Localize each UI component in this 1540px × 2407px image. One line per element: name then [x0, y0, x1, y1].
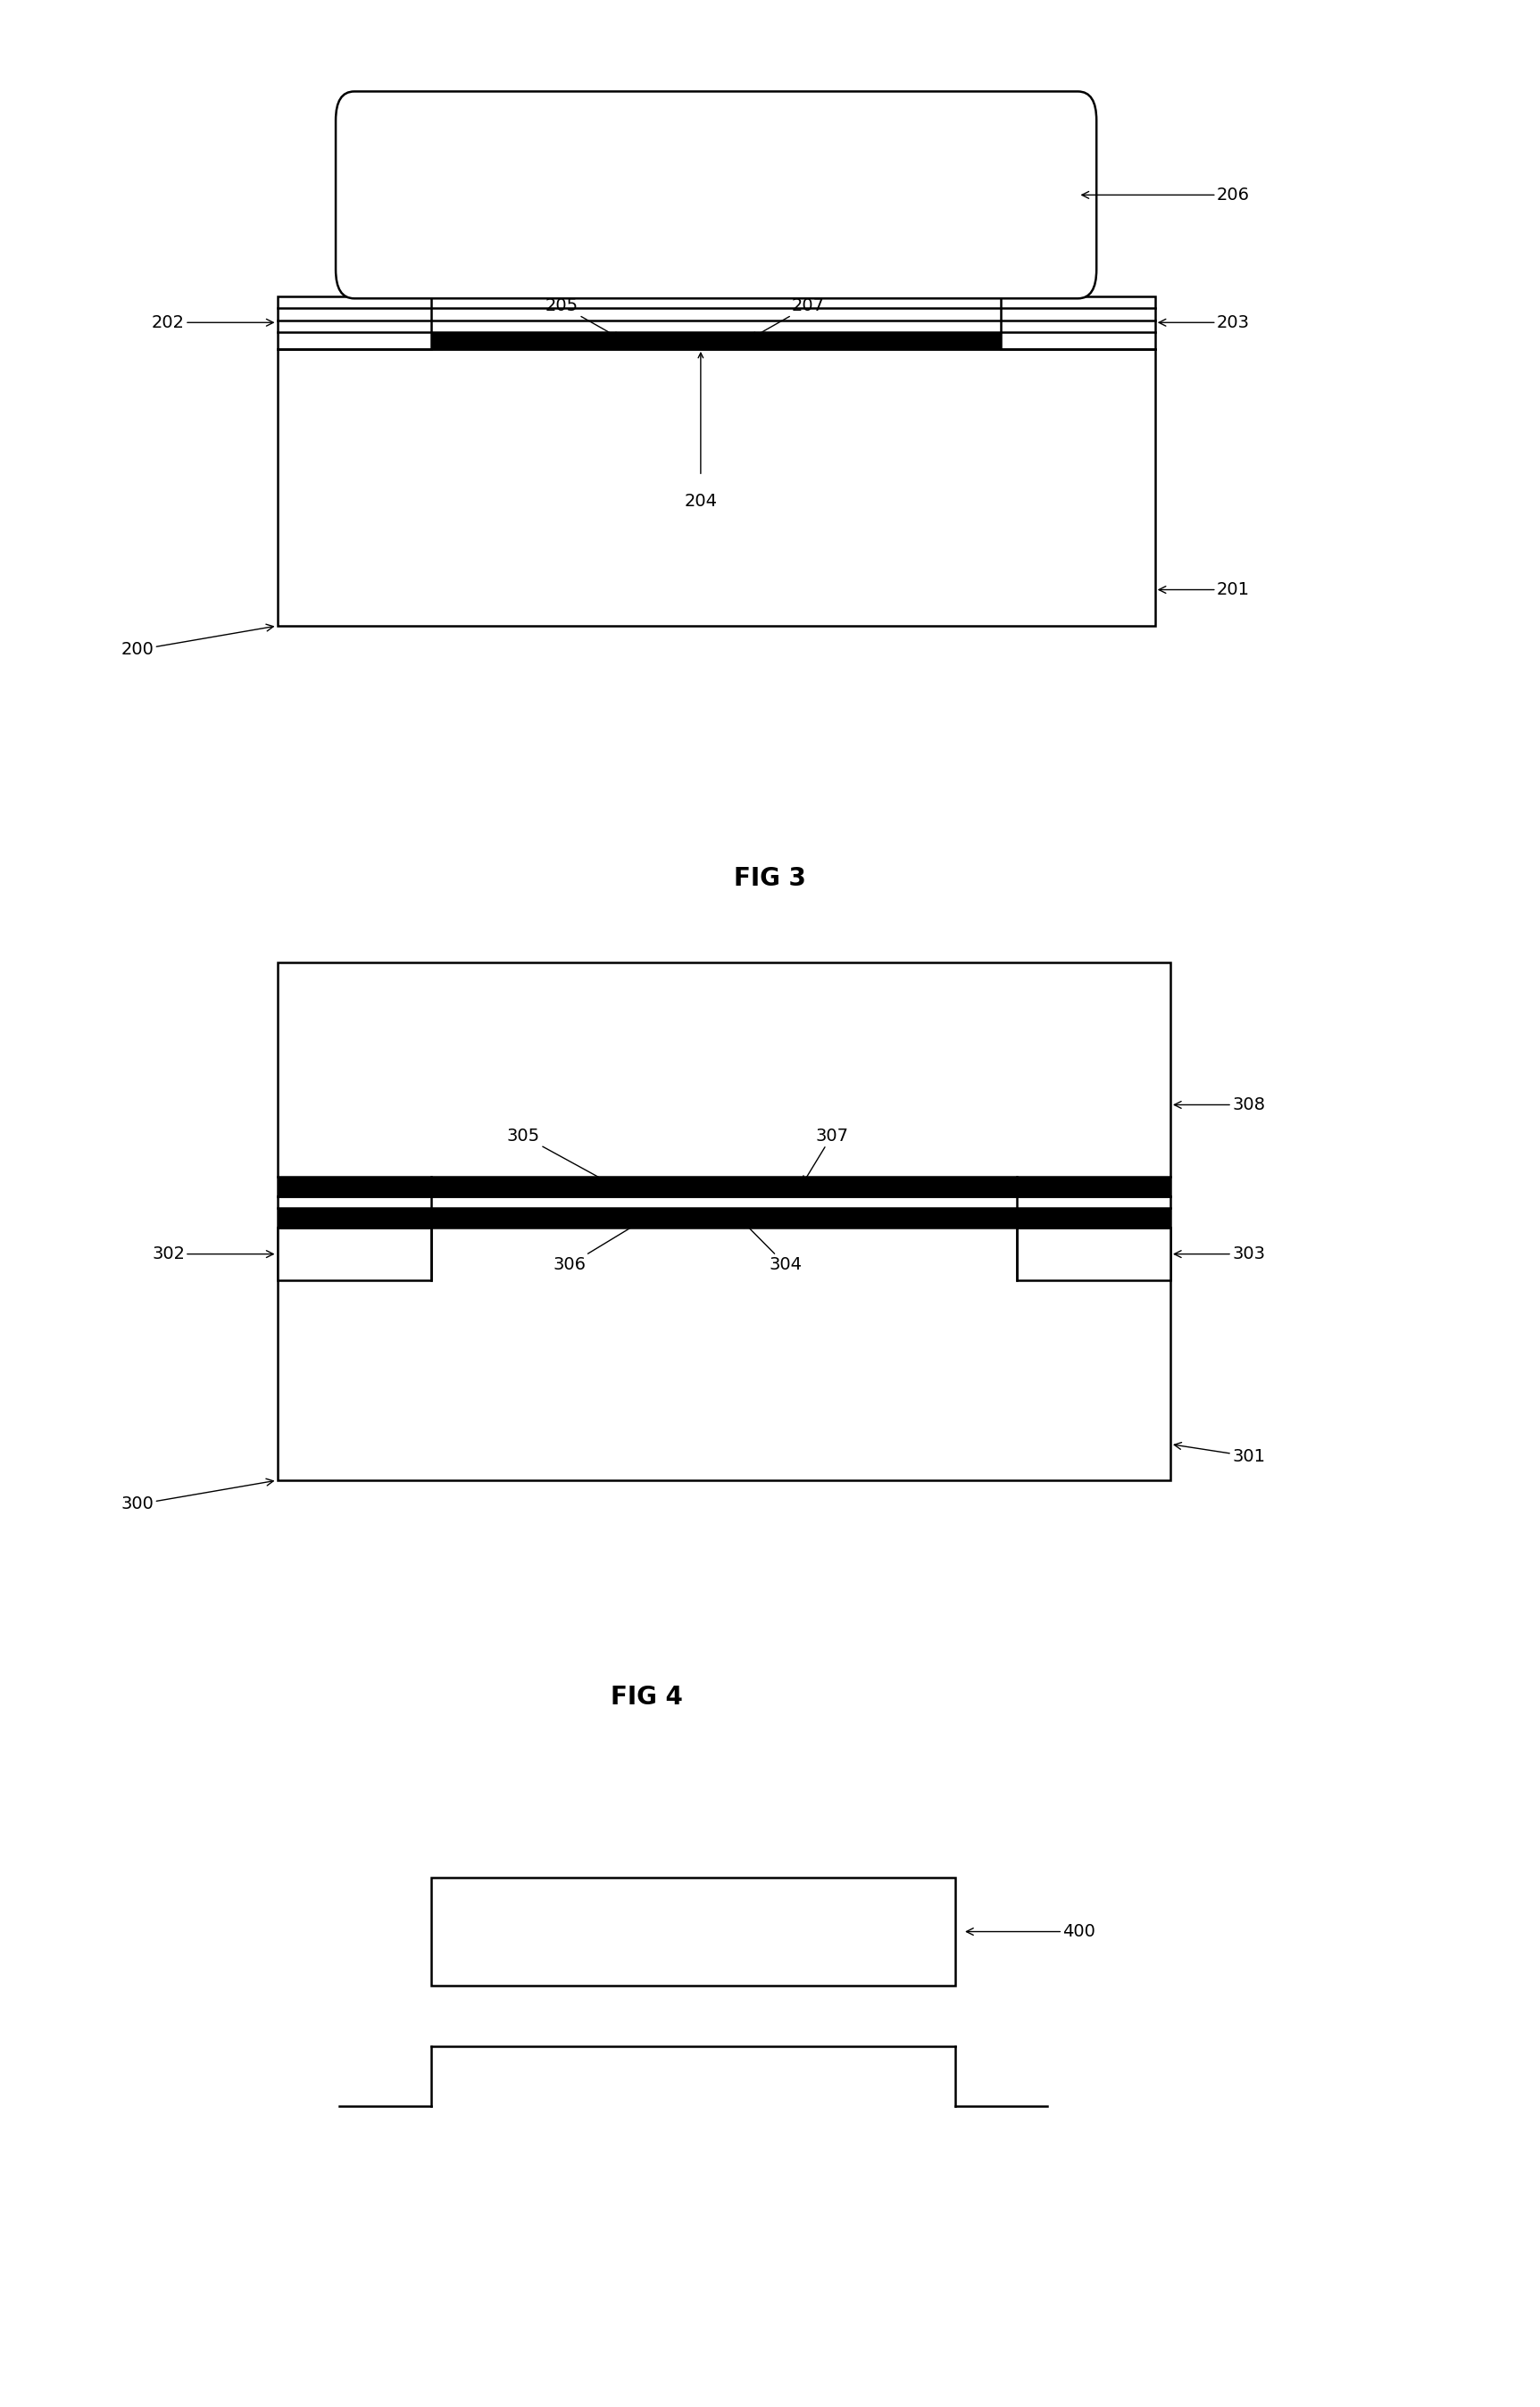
Text: 207: 207: [750, 296, 825, 339]
Bar: [431, 1877, 955, 1986]
Text: 201: 201: [1160, 580, 1249, 599]
Text: 205: 205: [545, 296, 621, 339]
Bar: [277, 1177, 1170, 1196]
Text: 308: 308: [1175, 1095, 1264, 1114]
Text: FIG 4: FIG 4: [611, 1685, 682, 1709]
Text: 305: 305: [507, 1126, 613, 1184]
Text: 304: 304: [742, 1220, 802, 1273]
Text: 306: 306: [553, 1220, 644, 1273]
Text: 307: 307: [802, 1126, 849, 1184]
Text: 301: 301: [1173, 1442, 1264, 1466]
FancyBboxPatch shape: [336, 91, 1096, 298]
Bar: [277, 1208, 1170, 1228]
Text: 202: 202: [152, 313, 273, 332]
Bar: [1016, 1228, 1170, 1281]
Text: 300: 300: [122, 1478, 274, 1514]
Text: 206: 206: [1083, 185, 1249, 205]
Text: 303: 303: [1175, 1244, 1264, 1264]
Bar: [1001, 296, 1155, 349]
Text: FIG 3: FIG 3: [735, 867, 805, 891]
Bar: [277, 349, 1155, 626]
Text: 203: 203: [1160, 313, 1249, 332]
Bar: [277, 1228, 431, 1281]
Text: 200: 200: [122, 623, 274, 660]
Text: 204: 204: [684, 493, 718, 510]
Text: 400: 400: [967, 1923, 1095, 1940]
Bar: [277, 963, 1170, 1480]
Bar: [277, 296, 431, 349]
Text: 302: 302: [152, 1244, 273, 1264]
Bar: [431, 332, 1001, 349]
Text: FIG 2: FIG 2: [735, 96, 805, 120]
